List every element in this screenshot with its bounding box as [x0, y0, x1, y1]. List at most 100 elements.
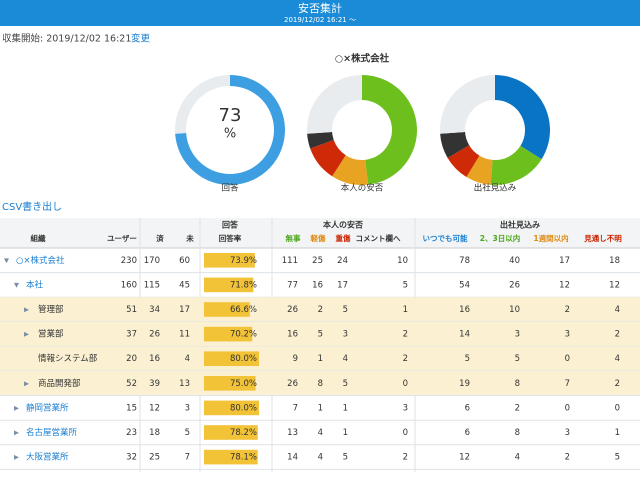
cell-value: 2: [615, 379, 620, 389]
rate-bar: [204, 400, 259, 416]
cell-value: 11: [179, 330, 190, 340]
column-header: いつでも可能: [423, 233, 468, 243]
org-name[interactable]: 静岡営業所: [26, 402, 69, 413]
cell-value: 1: [318, 403, 323, 413]
toggle-icon[interactable]: ▶: [14, 404, 19, 412]
rate-text: 78.2%: [230, 428, 257, 438]
column-header: 軽傷: [311, 233, 326, 243]
cell-value: 40: [509, 256, 520, 266]
change-link[interactable]: 変更: [131, 33, 151, 45]
toggle-icon[interactable]: ▶: [24, 306, 29, 314]
donut-segment: [175, 75, 230, 134]
cell-value: 16: [287, 330, 298, 340]
cell-value: 115: [144, 280, 160, 290]
org-name: 営業部: [38, 329, 64, 340]
cell-value: 26: [149, 330, 160, 340]
company-name: ○×株式会社: [335, 53, 390, 65]
rate-bar: [204, 351, 259, 366]
cell-value: 4: [318, 428, 323, 438]
rate-bar: [204, 302, 250, 317]
cell-value: 13: [287, 428, 298, 438]
column-header: 無事: [286, 233, 301, 243]
cell-value: 111: [282, 256, 298, 266]
cell-value: 0: [403, 379, 408, 389]
org-name[interactable]: ○×株式会社: [16, 255, 65, 266]
row-highlight: [0, 371, 640, 396]
toggle-icon[interactable]: ▶: [14, 429, 19, 437]
column-header: 見通し不明: [583, 233, 622, 243]
cell-value: 230: [121, 256, 137, 266]
toggle-icon[interactable]: ▶: [14, 453, 19, 461]
cell-value: 4: [615, 305, 620, 315]
cell-value: 60: [179, 256, 190, 266]
cell-value: 1: [343, 428, 348, 438]
org-name[interactable]: 名古屋営業所: [26, 427, 78, 438]
cell-value: 5: [465, 354, 470, 364]
column-header: 済: [156, 233, 164, 243]
rate-text: 66.6%: [230, 305, 257, 315]
cell-value: 3: [565, 330, 570, 340]
cell-value: 160: [121, 280, 137, 290]
cell-value: 10: [509, 305, 520, 315]
rate-text: 71.8%: [230, 280, 257, 290]
column-header: 重傷: [336, 233, 351, 243]
cell-value: 26: [287, 305, 298, 315]
donut-segment: [495, 75, 550, 160]
group-header: 出社見込み: [500, 220, 540, 230]
org-name[interactable]: 大阪営業所: [26, 452, 69, 463]
donut-center-value: 73: [219, 105, 242, 126]
cell-value: 4: [515, 453, 520, 463]
cell-value: 5: [343, 305, 348, 315]
page-title: 安否集計: [298, 1, 342, 15]
cell-value: 25: [149, 453, 160, 463]
column-header: 回答率: [219, 233, 242, 243]
toggle-icon[interactable]: ▶: [24, 330, 29, 338]
page-subtitle: 2019/12/02 16:21 ～: [284, 16, 356, 24]
cell-value: 1: [343, 403, 348, 413]
cell-value: 16: [149, 354, 160, 364]
toggle-icon[interactable]: ▶: [24, 379, 29, 387]
rate-text: 70.2%: [230, 330, 257, 340]
cell-value: 0: [615, 403, 620, 413]
group-header: 回答: [222, 220, 239, 230]
row-highlight: [0, 321, 640, 347]
cell-value: 2: [615, 330, 620, 340]
rate-bar: [204, 326, 253, 342]
cell-value: 18: [609, 256, 620, 266]
toggle-icon[interactable]: ▼: [14, 281, 19, 289]
toggle-icon[interactable]: ▼: [4, 256, 9, 264]
rate-text: 75.0%: [230, 379, 257, 389]
donut-segment: [440, 75, 495, 134]
csv-export[interactable]: CSV書き出し: [2, 200, 62, 213]
cell-value: 2: [403, 330, 408, 340]
cell-value: 24: [337, 256, 348, 266]
column-header: 1週間以内: [533, 233, 568, 243]
cell-value: 6: [465, 403, 470, 413]
cell-value: 78: [459, 256, 470, 266]
column-header: 組織: [31, 233, 46, 243]
rate-bar: [204, 376, 256, 391]
table-header-bg: [0, 218, 640, 248]
cell-value: 7: [293, 403, 298, 413]
cell-value: 77: [287, 280, 298, 290]
cell-value: 5: [515, 354, 520, 364]
cell-value: 45: [179, 280, 190, 290]
cell-value: 4: [615, 354, 620, 364]
donut-segment: [307, 132, 334, 149]
rate-bar: [204, 277, 254, 293]
donut-segment: [362, 75, 417, 185]
cell-value: 0: [565, 354, 570, 364]
org-name[interactable]: 本社: [26, 279, 44, 290]
cell-value: 17: [179, 305, 190, 315]
cell-value: 2: [515, 403, 520, 413]
collection-start: 収集開始: 2019/12/02 16:21: [2, 33, 131, 45]
cell-value: 15: [126, 403, 137, 413]
cell-value: 2: [403, 354, 408, 364]
cell-value: 8: [515, 428, 520, 438]
cell-value: 14: [287, 453, 298, 463]
cell-value: 3: [185, 403, 190, 413]
cell-value: 4: [185, 354, 190, 364]
cell-value: 9: [293, 354, 298, 364]
rate-text: 80.0%: [230, 354, 257, 364]
cell-value: 25: [312, 256, 323, 266]
